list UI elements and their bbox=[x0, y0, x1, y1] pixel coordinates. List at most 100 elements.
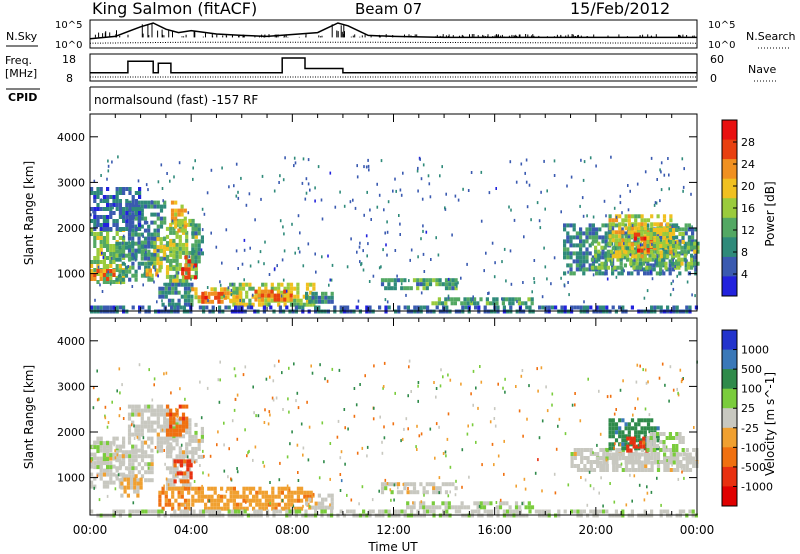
time-axis-label: Time UT bbox=[367, 540, 418, 554]
heatmap-cell bbox=[635, 261, 639, 266]
heatmap-cell bbox=[579, 204, 581, 208]
heatmap-cell bbox=[93, 445, 97, 450]
heatmap-cell bbox=[662, 218, 667, 223]
heatmap-cell bbox=[670, 261, 674, 266]
heatmap-cell bbox=[373, 364, 375, 368]
heatmap-cell bbox=[606, 257, 610, 262]
heatmap-cell bbox=[156, 253, 160, 258]
heatmap-cell bbox=[131, 203, 135, 207]
colorbar-tick-label: 1000 bbox=[741, 344, 769, 357]
heatmap-cell bbox=[180, 490, 184, 495]
heatmap-cell bbox=[131, 224, 135, 229]
heatmap-cell bbox=[121, 269, 125, 274]
heatmap-cell bbox=[416, 169, 419, 173]
heatmap-cell bbox=[186, 467, 190, 472]
colorbar-tick-label: 100 bbox=[741, 383, 762, 396]
heatmap-cell bbox=[694, 227, 698, 232]
heatmap-cell bbox=[102, 244, 106, 248]
colorbar-tick-label: 25 bbox=[741, 402, 755, 415]
heatmap-cell bbox=[644, 368, 647, 372]
heatmap-cell bbox=[121, 277, 125, 282]
heatmap-cell bbox=[188, 482, 192, 487]
heatmap-cell bbox=[128, 223, 132, 227]
heatmap-cell bbox=[137, 261, 141, 266]
heatmap-cell bbox=[437, 301, 441, 306]
heatmap-cell bbox=[167, 498, 172, 503]
heatmap-cell bbox=[131, 252, 135, 257]
heatmap-cell bbox=[138, 223, 142, 227]
heatmap-cell bbox=[150, 261, 154, 266]
heatmap-cell bbox=[134, 211, 138, 215]
heatmap-cell bbox=[185, 242, 189, 247]
heatmap-cell bbox=[127, 404, 132, 409]
heatmap-cell bbox=[233, 184, 235, 188]
heatmap-cell bbox=[346, 305, 350, 310]
heatmap-cell bbox=[637, 430, 641, 435]
heatmap-cell bbox=[611, 426, 615, 431]
heatmap-cell bbox=[464, 305, 468, 310]
heatmap-cell bbox=[643, 267, 647, 272]
freq-unit: [MHz] bbox=[5, 67, 37, 80]
heatmap-cell bbox=[498, 505, 503, 510]
heatmap-cell bbox=[608, 214, 612, 219]
heatmap-cell bbox=[367, 242, 369, 246]
heatmap-cell bbox=[350, 498, 353, 502]
heatmap-cell bbox=[166, 172, 168, 175]
heatmap-cell bbox=[675, 305, 679, 310]
heatmap-cell bbox=[445, 509, 449, 514]
heatmap-cell bbox=[434, 456, 436, 460]
heatmap-cell bbox=[175, 407, 177, 411]
heatmap-cell bbox=[438, 476, 441, 480]
heatmap-cell bbox=[309, 188, 311, 192]
heatmap-cell bbox=[115, 444, 119, 449]
heatmap-cell bbox=[533, 259, 536, 262]
heatmap-cell bbox=[214, 295, 218, 300]
heatmap-cell bbox=[193, 480, 196, 483]
heatmap-cell bbox=[182, 509, 186, 514]
heatmap-cell bbox=[257, 414, 260, 418]
heatmap-cell bbox=[245, 494, 249, 499]
heatmap-cell bbox=[659, 440, 663, 444]
heatmap-cell bbox=[547, 305, 551, 310]
heatmap-cell bbox=[159, 245, 163, 250]
heatmap-cell bbox=[422, 501, 426, 506]
heatmap-cell bbox=[235, 162, 238, 166]
heatmap-cell bbox=[579, 243, 583, 248]
heatmap-cell bbox=[127, 244, 132, 249]
heatmap-cell bbox=[409, 490, 413, 495]
heatmap-cell bbox=[191, 247, 194, 251]
heatmap-cell bbox=[615, 456, 619, 461]
heatmap-cell bbox=[99, 244, 103, 248]
heatmap-cell bbox=[169, 478, 173, 483]
heatmap-cell bbox=[538, 219, 541, 223]
heatmap-cell bbox=[169, 428, 173, 433]
heatmap-cell bbox=[283, 297, 287, 302]
heatmap-cell bbox=[568, 293, 570, 297]
heatmap-cell bbox=[591, 239, 595, 244]
heatmap-cell bbox=[589, 468, 593, 472]
heatmap-cell bbox=[175, 428, 179, 433]
heatmap-cell bbox=[296, 443, 299, 447]
heatmap-cell bbox=[349, 509, 353, 514]
heatmap-cell bbox=[96, 280, 100, 284]
heatmap-cell bbox=[140, 256, 144, 261]
heatmap-cell bbox=[106, 444, 110, 449]
heatmap-cell bbox=[175, 424, 179, 429]
heatmap-cell bbox=[297, 471, 299, 474]
heatmap-cell bbox=[150, 408, 154, 413]
heatmap-cell bbox=[674, 261, 678, 266]
heatmap-cell bbox=[675, 228, 679, 232]
heatmap-cell bbox=[287, 397, 289, 401]
heatmap-cell bbox=[258, 498, 262, 503]
heatmap-cell bbox=[434, 505, 439, 510]
heatmap-cell bbox=[306, 490, 310, 495]
heatmap-cell bbox=[180, 494, 184, 499]
heatmap-cell bbox=[668, 267, 672, 272]
heatmap-cell bbox=[646, 485, 648, 489]
heatmap-cell bbox=[207, 295, 211, 300]
heatmap-cell bbox=[647, 452, 651, 457]
heatmap-cell bbox=[327, 493, 331, 498]
heatmap-cell bbox=[667, 239, 670, 243]
heatmap-cell bbox=[288, 488, 291, 492]
heatmap-cell bbox=[333, 305, 337, 310]
